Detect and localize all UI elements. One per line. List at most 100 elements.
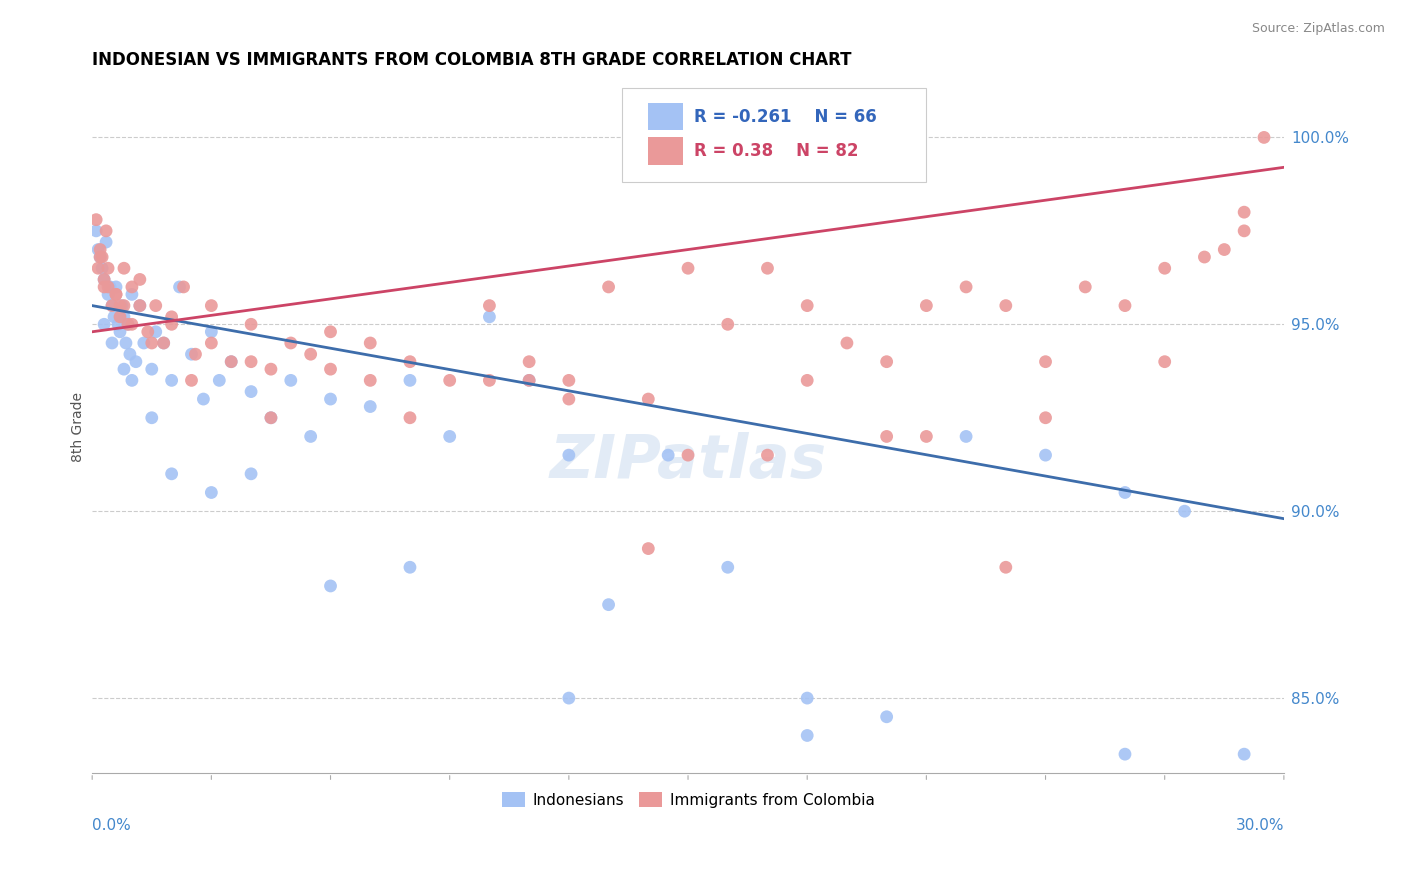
- Point: [915, 429, 938, 443]
- Point: [478, 299, 501, 313]
- Point: [637, 392, 659, 406]
- Point: [121, 318, 143, 332]
- Point: [915, 299, 938, 313]
- Point: [835, 336, 858, 351]
- Legend: Indonesians, Immigrants from Colombia: Indonesians, Immigrants from Colombia: [495, 786, 880, 814]
- Point: [1213, 243, 1236, 257]
- Point: [145, 299, 167, 313]
- Point: [478, 373, 501, 387]
- Point: [132, 336, 155, 351]
- Point: [478, 310, 501, 324]
- Point: [319, 325, 342, 339]
- Point: [399, 410, 422, 425]
- Point: [121, 287, 143, 301]
- Point: [169, 280, 191, 294]
- Point: [108, 325, 131, 339]
- Point: [399, 560, 422, 574]
- FancyBboxPatch shape: [648, 103, 683, 130]
- Point: [756, 261, 779, 276]
- Text: 0.0%: 0.0%: [93, 818, 131, 833]
- Point: [112, 310, 135, 324]
- Point: [1194, 250, 1216, 264]
- FancyBboxPatch shape: [623, 88, 927, 182]
- Point: [112, 261, 135, 276]
- Point: [89, 250, 111, 264]
- Point: [173, 280, 195, 294]
- Point: [657, 448, 679, 462]
- Point: [359, 400, 381, 414]
- Point: [118, 347, 141, 361]
- Point: [219, 354, 242, 368]
- Point: [145, 325, 167, 339]
- Point: [136, 325, 159, 339]
- Point: [717, 560, 740, 574]
- Point: [112, 299, 135, 313]
- Point: [876, 429, 898, 443]
- Point: [439, 429, 461, 443]
- Point: [98, 280, 121, 294]
- Point: [193, 392, 215, 406]
- Point: [1035, 448, 1057, 462]
- Point: [103, 310, 125, 324]
- Point: [260, 410, 283, 425]
- Point: [89, 243, 111, 257]
- Point: [1153, 261, 1175, 276]
- Text: R = 0.38    N = 82: R = 0.38 N = 82: [695, 142, 859, 161]
- Point: [105, 287, 128, 301]
- Point: [180, 347, 202, 361]
- Point: [107, 318, 129, 332]
- Point: [955, 280, 977, 294]
- Point: [1114, 747, 1136, 761]
- Point: [598, 280, 620, 294]
- Point: [93, 272, 115, 286]
- Point: [558, 691, 581, 706]
- Point: [876, 710, 898, 724]
- Point: [160, 467, 183, 481]
- Point: [1233, 224, 1256, 238]
- Point: [219, 354, 242, 368]
- Point: [141, 362, 163, 376]
- Point: [200, 325, 222, 339]
- Point: [208, 373, 231, 387]
- FancyBboxPatch shape: [648, 137, 683, 165]
- Point: [319, 579, 342, 593]
- Point: [517, 354, 540, 368]
- Point: [94, 235, 117, 249]
- Point: [91, 261, 114, 276]
- Point: [125, 354, 148, 368]
- Point: [108, 310, 131, 324]
- Point: [141, 410, 163, 425]
- Text: Source: ZipAtlas.com: Source: ZipAtlas.com: [1251, 22, 1385, 36]
- Point: [112, 362, 135, 376]
- Point: [399, 373, 422, 387]
- Point: [101, 299, 124, 313]
- Y-axis label: 8th Grade: 8th Grade: [72, 392, 86, 462]
- Point: [93, 272, 115, 286]
- Point: [280, 336, 302, 351]
- Point: [319, 392, 342, 406]
- Point: [84, 212, 107, 227]
- Point: [756, 448, 779, 462]
- Point: [676, 448, 699, 462]
- Point: [117, 318, 139, 332]
- Point: [240, 467, 263, 481]
- Point: [517, 373, 540, 387]
- Point: [94, 224, 117, 238]
- Point: [1114, 299, 1136, 313]
- Point: [121, 280, 143, 294]
- Point: [637, 541, 659, 556]
- Point: [89, 250, 111, 264]
- Point: [955, 429, 977, 443]
- Point: [93, 318, 115, 332]
- Point: [1174, 504, 1197, 518]
- Point: [160, 318, 183, 332]
- Point: [1114, 485, 1136, 500]
- Point: [558, 448, 581, 462]
- Point: [676, 261, 699, 276]
- Point: [1233, 205, 1256, 219]
- Point: [299, 429, 322, 443]
- Text: R = -0.261    N = 66: R = -0.261 N = 66: [695, 108, 877, 126]
- Point: [994, 560, 1017, 574]
- Point: [101, 299, 124, 313]
- Point: [1153, 354, 1175, 368]
